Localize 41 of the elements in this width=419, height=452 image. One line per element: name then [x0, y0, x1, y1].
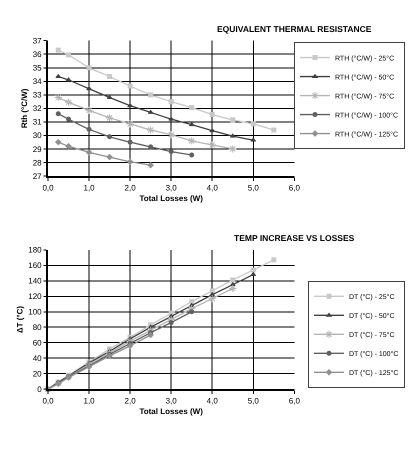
- x-axis-title: Total Losses (W): [139, 407, 204, 416]
- y-tick-label: 80: [32, 323, 42, 332]
- y-tick-label: 140: [28, 276, 42, 286]
- y-tick-label: 37: [32, 36, 42, 46]
- y-tick-label: 0: [37, 385, 42, 394]
- x-tick-label: 0,0: [42, 183, 54, 192]
- x-tick-label: 1,0: [83, 183, 96, 192]
- y-tick-label: 36: [32, 50, 42, 60]
- y-tick-label: 30: [32, 131, 42, 140]
- x-axis-title: Total Losses (W): [139, 194, 204, 203]
- x-tick-label: 5,0: [248, 183, 260, 192]
- y-tick-label: 100: [28, 308, 42, 317]
- x-tick-label: 1,0: [83, 396, 96, 406]
- y-tick-label: 60: [32, 338, 42, 348]
- y-tick-label: 120: [28, 292, 42, 302]
- x-tick-label: 4,0: [206, 183, 218, 192]
- y-tick-label: 20: [32, 370, 42, 379]
- x-tick-label: 6,0: [288, 183, 300, 192]
- x-tick-label: 0,0: [42, 396, 54, 406]
- y-tick-label: 27: [32, 172, 42, 181]
- x-tick-label: 2,0: [124, 396, 136, 406]
- x-tick-label: 3,0: [166, 183, 178, 192]
- y-tick-label: 28: [32, 158, 42, 168]
- y-axis-title: ΔT (°C): [15, 306, 24, 334]
- y-tick-label: 29: [32, 144, 42, 154]
- y-tick-label: 160: [28, 261, 42, 270]
- x-tick-label: 6,0: [288, 396, 300, 406]
- y-tick-label: 31: [32, 118, 42, 127]
- x-tick-label: 4,0: [206, 396, 218, 406]
- y-tick-label: 33: [32, 90, 42, 100]
- x-tick-label: 2,0: [124, 183, 136, 192]
- y-tick-label: 40: [32, 354, 42, 364]
- chart-title: EQUIVALENT THERMAL RESISTANCE: [217, 24, 372, 34]
- x-tick-label: 3,0: [166, 396, 178, 406]
- y-axis-title: Rth (°C/W): [20, 88, 29, 128]
- chart-title: TEMP INCREASE VS LOSSES: [234, 233, 355, 243]
- y-tick-label: 32: [32, 104, 42, 114]
- x-tick-label: 5,0: [248, 396, 260, 406]
- y-tick-label: 180: [28, 246, 42, 255]
- y-tick-label: 35: [32, 64, 42, 73]
- y-tick-label: 34: [32, 77, 42, 86]
